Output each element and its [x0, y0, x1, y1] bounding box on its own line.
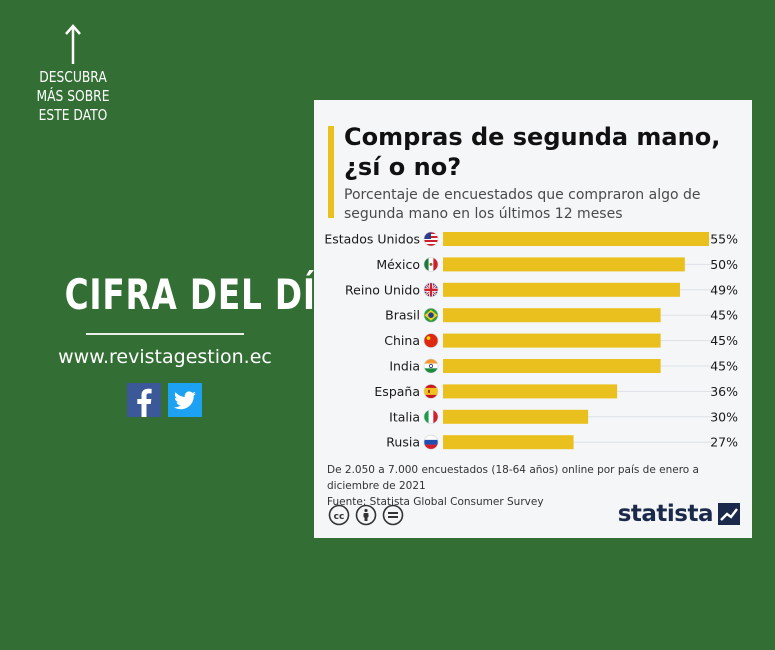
- value-label: 49%: [710, 282, 738, 297]
- flag-es-icon: [423, 384, 439, 399]
- category-label: China: [384, 333, 420, 348]
- flag-it-icon: [423, 409, 439, 425]
- up-arrow-icon: [65, 24, 81, 64]
- category-label: Estados Unidos: [324, 232, 420, 247]
- footnote-sample: De 2.050 a 7.000 encuestados (18-64 años…: [327, 464, 699, 492]
- statista-wordmark: statista: [617, 501, 714, 527]
- statista-mark-icon: [718, 503, 740, 525]
- bar: [443, 359, 661, 373]
- flag-ru-icon: [423, 434, 439, 450]
- facebook-icon[interactable]: [127, 383, 161, 417]
- bar-row: Italia 30%: [389, 409, 738, 424]
- nd-icon: [382, 504, 404, 526]
- chart-title: Compras de segunda mano, ¿sí o no?: [344, 123, 721, 181]
- chart-subtitle: Porcentaje de encuestados que compraron …: [344, 187, 701, 222]
- value-label: 45%: [710, 359, 738, 374]
- bar: [443, 232, 709, 246]
- flag-in-icon: [423, 358, 439, 374]
- bar: [443, 257, 685, 272]
- website-link[interactable]: www.revistagestion.ec: [58, 346, 272, 368]
- bar: [443, 435, 574, 450]
- learn-more-link[interactable]: DESCUBRA MÁS SOBRE ESTE DATO: [36, 68, 110, 124]
- flag-cn-icon: [423, 333, 439, 348]
- flag-mx-icon: [423, 257, 439, 272]
- bar-row: Rusia 27%: [386, 435, 738, 450]
- svg-text:cc: cc: [334, 512, 345, 522]
- bar-row: España 36%: [374, 384, 738, 399]
- flag-br-icon: [423, 307, 439, 323]
- bar: [443, 409, 589, 424]
- bar: [443, 308, 661, 323]
- bar-row: Estados Unidos 55%: [324, 232, 738, 247]
- value-label: 36%: [710, 384, 738, 399]
- category-label: Reino Unido: [345, 282, 420, 297]
- cc-icon: cc: [328, 504, 350, 526]
- bar: [443, 384, 618, 399]
- value-label: 45%: [710, 308, 738, 323]
- license-icons[interactable]: cc: [328, 504, 418, 526]
- twitter-icon[interactable]: [168, 383, 202, 417]
- by-icon: [355, 504, 377, 526]
- footnote-source: Fuente: Statista Global Consumer Survey: [327, 496, 544, 508]
- value-label: 50%: [710, 257, 738, 272]
- brand-title: CIFRA DEL DÍA: [64, 270, 342, 319]
- bar-row: Reino Unido 49%: [345, 282, 738, 297]
- value-label: 30%: [710, 409, 738, 424]
- category-label: Brasil: [385, 308, 420, 323]
- value-label: 27%: [710, 435, 738, 450]
- flag-us-icon: [423, 231, 439, 247]
- category-label: México: [376, 257, 420, 272]
- value-label: 45%: [710, 333, 738, 348]
- divider: [86, 333, 244, 335]
- title-accent: [328, 126, 334, 218]
- category-label: Italia: [389, 409, 420, 424]
- chart-card: Compras de segunda mano, ¿sí o no? Porce…: [314, 100, 752, 538]
- statista-logo[interactable]: statista: [618, 500, 740, 528]
- bar-row: México 50%: [376, 257, 738, 272]
- bar: [443, 333, 661, 348]
- category-label: Rusia: [386, 435, 420, 450]
- category-label: España: [374, 384, 420, 399]
- bar-row: China 45%: [384, 333, 738, 348]
- value-label: 55%: [710, 232, 738, 247]
- flag-uk-icon: [423, 282, 439, 298]
- footnote: De 2.050 a 7.000 encuestados (18-64 años…: [327, 462, 747, 510]
- bar-chart: Estados Unidos 55% México 50% Reino Unido 49%…: [324, 232, 738, 450]
- bar-row: India 45%: [389, 359, 738, 374]
- category-label: India: [389, 359, 420, 374]
- bar: [443, 282, 680, 297]
- bar-row: Brasil 45%: [385, 308, 738, 323]
